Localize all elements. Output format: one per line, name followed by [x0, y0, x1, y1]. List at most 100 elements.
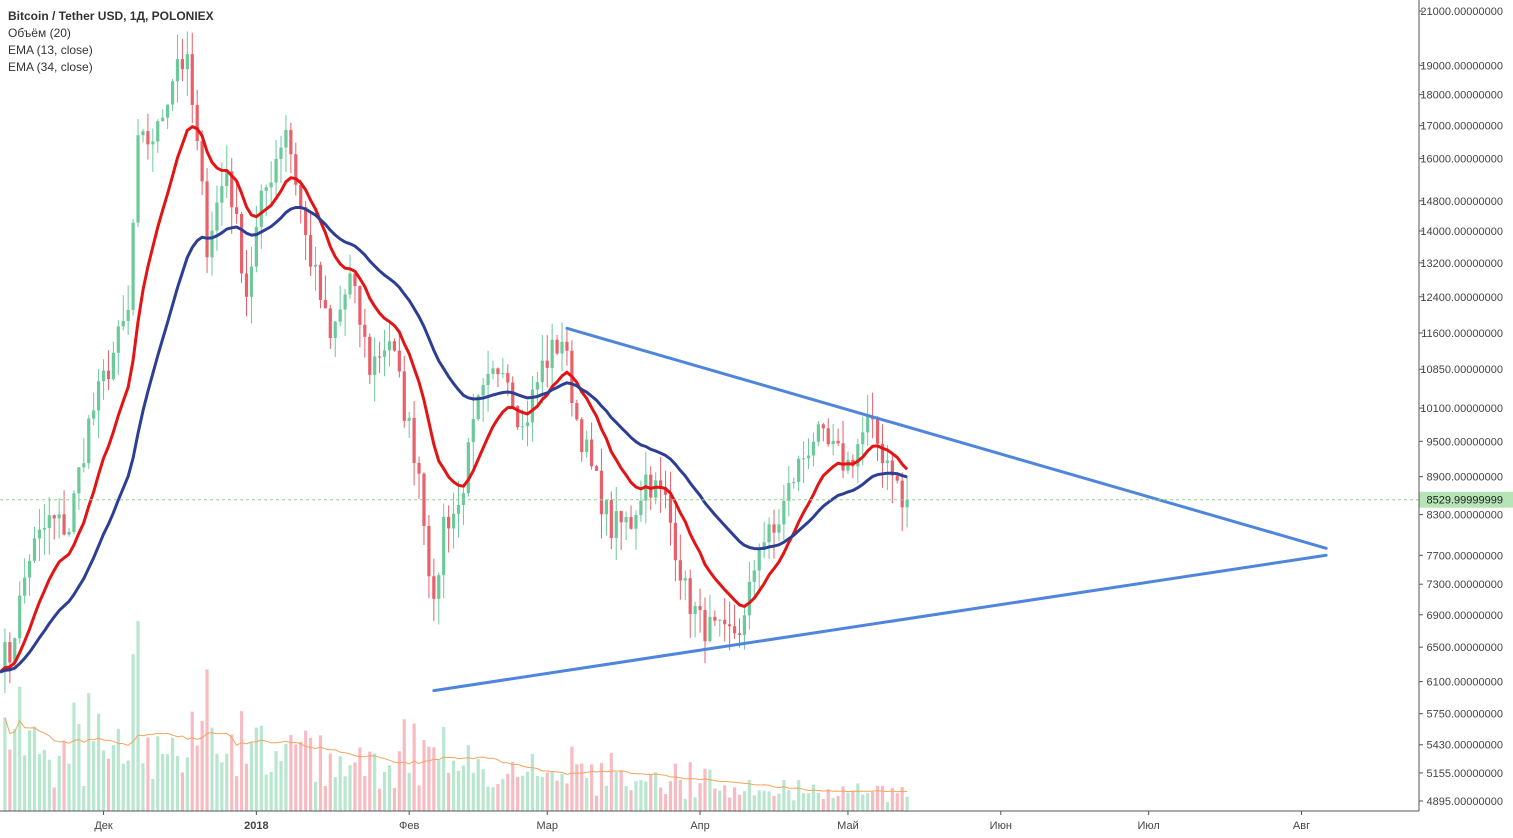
price-tick-label[interactable]: 5155.00000000	[1427, 768, 1503, 780]
price-tick-label[interactable]: 19000.00000000	[1420, 60, 1503, 72]
price-tick-label[interactable]: 6900.00000000	[1427, 610, 1503, 622]
volume-bar	[136, 621, 140, 811]
candle-body	[47, 515, 51, 529]
candle-body	[27, 560, 32, 578]
volume-bar	[368, 751, 372, 811]
volume-bar	[639, 780, 643, 811]
candle-body	[866, 415, 870, 433]
ema-13-line	[0, 125, 909, 674]
price-tick-label[interactable]: 10100.00000000	[1420, 403, 1503, 415]
time-tick-label[interactable]: Фев	[399, 820, 419, 832]
candle-body	[116, 326, 120, 353]
volume-bar	[3, 717, 7, 811]
time-tick-label[interactable]: Авг	[1293, 820, 1310, 832]
volume-bar	[456, 770, 461, 811]
price-tick-label[interactable]: 18000.00000000	[1420, 90, 1503, 102]
volume-bar	[230, 734, 234, 811]
time-tick-label[interactable]: Июл	[1138, 820, 1160, 832]
candle-body	[900, 480, 904, 508]
volume-bar	[841, 786, 845, 811]
price-tick-label[interactable]: 8900.00000000	[1427, 472, 1503, 484]
volume-bar	[634, 781, 638, 811]
volume-bar	[442, 726, 446, 811]
trendline-support[interactable]	[432, 553, 1328, 693]
price-tick-label[interactable]: 14800.00000000	[1420, 196, 1503, 208]
indicator-volume[interactable]: Объём (20)	[8, 26, 71, 40]
volume-bar	[111, 745, 115, 811]
price-tick-label[interactable]: 12400.00000000	[1420, 292, 1503, 304]
candle-body	[456, 505, 461, 514]
time-tick-label[interactable]: Апр	[690, 820, 709, 832]
price-tick-label[interactable]: 11600.00000000	[1421, 328, 1503, 340]
volume-bar	[131, 654, 135, 811]
volume-bar	[92, 741, 96, 811]
chart-title[interactable]: Bitcoin / Tether USD, 1Д, POLONIEX	[8, 9, 214, 23]
volume-bar	[836, 795, 840, 811]
volume-bar	[338, 756, 342, 811]
volume-bar	[87, 693, 91, 811]
price-tick-label[interactable]: 10850.00000000	[1420, 364, 1503, 376]
candle-body	[698, 606, 702, 611]
time-tick-label[interactable]: Июн	[990, 820, 1012, 832]
price-tick-label[interactable]: 21000.00000000	[1420, 6, 1503, 18]
candle-body	[506, 373, 510, 383]
volume-bar	[506, 773, 510, 811]
price-tick-label[interactable]: 17000.00000000	[1420, 121, 1503, 133]
time-tick-label[interactable]: Дек	[94, 820, 113, 832]
volume-bar	[570, 746, 574, 811]
candle-body	[540, 360, 544, 383]
indicator-ema-34[interactable]: EMA (34, close)	[8, 60, 93, 74]
candle-body	[580, 419, 584, 453]
price-tick-label[interactable]: 4895.00000000	[1427, 796, 1503, 808]
candle-body	[62, 514, 66, 535]
candle-body	[249, 266, 254, 297]
price-tick-label[interactable]: 7300.00000000	[1427, 579, 1503, 591]
time-tick-label[interactable]: Май	[837, 820, 859, 832]
volume-bar	[195, 745, 199, 811]
volume-bar	[348, 765, 352, 811]
price-tick-label[interactable]: 6500.00000000	[1427, 642, 1503, 654]
volume-bar	[580, 763, 584, 811]
trendline-layer[interactable]	[432, 326, 1328, 693]
price-tick-label[interactable]: 8300.00000000	[1427, 510, 1503, 522]
price-tick-label[interactable]: 14000.00000000	[1420, 226, 1503, 238]
candle-body	[757, 550, 761, 571]
volume-bar	[663, 794, 668, 811]
last-price-label[interactable]: 8529.99999999	[1427, 495, 1503, 507]
price-tick-label[interactable]: 9500.00000000	[1427, 436, 1503, 448]
volume-bar	[18, 686, 22, 811]
volume-bar	[97, 713, 101, 811]
candle-body	[634, 515, 638, 529]
candle-body	[747, 581, 751, 616]
last-price-badge[interactable]	[1419, 491, 1513, 508]
price-tick-label[interactable]: 5430.00000000	[1427, 740, 1503, 752]
candle-body	[432, 576, 436, 599]
candle-body	[649, 474, 653, 498]
ema-layer	[0, 125, 909, 674]
volume-bar	[545, 772, 549, 811]
price-tick-label[interactable]: 7700.00000000	[1427, 550, 1503, 562]
time-tick-label[interactable]: 2018	[244, 820, 268, 832]
trendline-resistance[interactable]	[565, 326, 1328, 550]
volume-bar	[723, 785, 727, 811]
volume-bar	[683, 798, 687, 811]
price-tick-label[interactable]: 5750.00000000	[1427, 709, 1503, 721]
indicator-ema-13[interactable]: EMA (13, close)	[8, 43, 93, 57]
candle-body	[373, 356, 377, 375]
candle-body	[466, 442, 470, 494]
volume-bar	[373, 753, 377, 811]
price-tick-label[interactable]: 6100.00000000	[1427, 677, 1503, 689]
volume-bar	[42, 749, 46, 811]
volume-bar	[698, 783, 702, 811]
candle-body	[471, 419, 475, 443]
price-tick-label[interactable]: 16000.00000000	[1420, 154, 1503, 166]
price-tick-label[interactable]: 13200.00000000	[1420, 258, 1503, 270]
candle-body	[846, 459, 850, 471]
candle-body	[205, 181, 209, 258]
candle-body	[259, 190, 263, 227]
time-tick-label[interactable]: Мар	[536, 820, 558, 832]
candle-body	[239, 213, 244, 274]
